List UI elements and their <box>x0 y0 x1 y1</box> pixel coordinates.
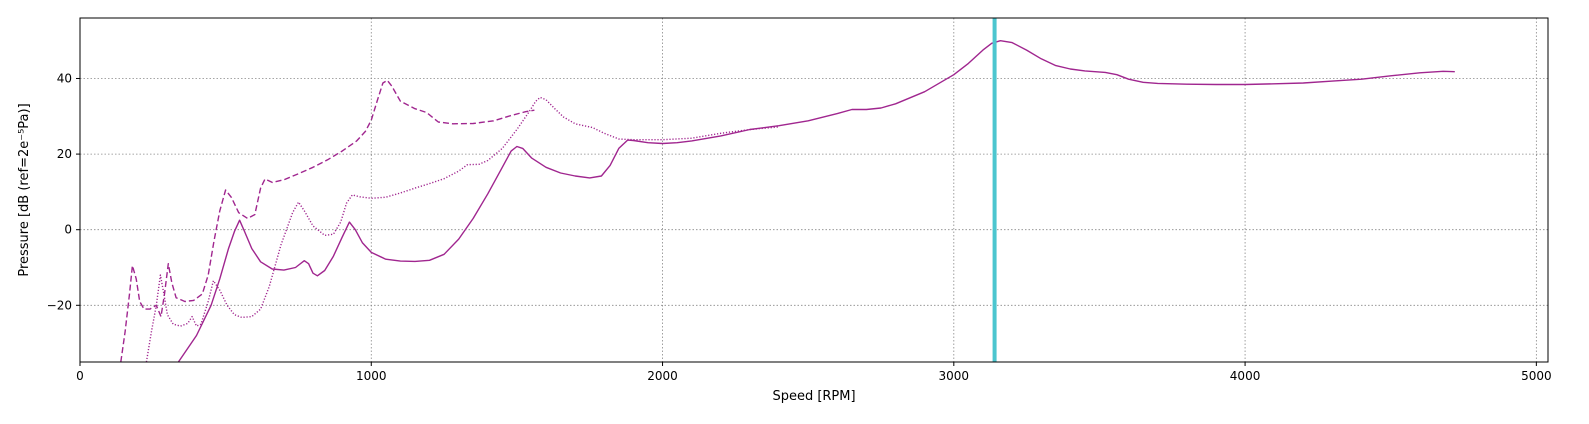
y-axis-ticks: −20 0 20 40 <box>47 71 80 312</box>
x-tick-label: 2000 <box>647 369 678 383</box>
plot-frame <box>79 17 1549 363</box>
series-lines <box>120 40 1455 362</box>
grid-lines <box>80 18 1548 362</box>
x-tick-label: 3000 <box>939 369 970 383</box>
x-axis-label: Speed [RPM] <box>772 389 855 404</box>
x-tick-label: 0 <box>76 369 84 383</box>
series-line-dotted <box>145 96 780 362</box>
x-axis-ticks: 0 1000 2000 3000 4000 5000 <box>76 362 1552 383</box>
y-tick-label: 0 <box>64 223 72 237</box>
y-tick-label: −20 <box>47 298 72 312</box>
series-line-dashed <box>120 79 535 362</box>
y-tick-label: 40 <box>57 71 72 85</box>
y-axis-label: Pressure [dB (ref=2e⁻⁵Pa)] <box>17 103 32 276</box>
x-tick-label: 5000 <box>1521 369 1552 383</box>
x-tick-label: 1000 <box>356 369 387 383</box>
series-line-solid <box>177 40 1455 362</box>
y-tick-label: 20 <box>57 147 72 161</box>
x-tick-label: 4000 <box>1230 369 1261 383</box>
